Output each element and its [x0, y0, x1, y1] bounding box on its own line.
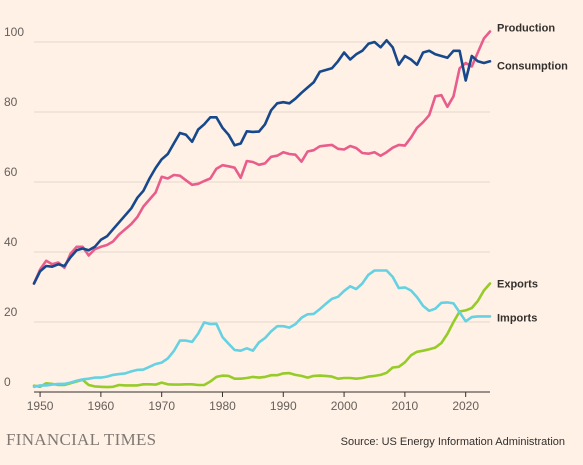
- production-label: Production: [497, 23, 555, 35]
- gridlines: [34, 41, 490, 393]
- imports-label: Imports: [497, 312, 537, 324]
- source-note: Source: US Energy Information Administra…: [340, 436, 565, 448]
- consumption-line: [32, 38, 492, 285]
- exports-line: [32, 282, 492, 389]
- x-tick-label: 1980: [209, 399, 236, 413]
- series-labels: Production Consumption Exports Imports: [497, 23, 568, 325]
- line-chart: 0 20 40 60 80 100 1950 1960 1970 1980 1990 2000 201…: [4, 23, 568, 414]
- x-tick-label: 2000: [331, 399, 358, 413]
- x-tick-label: 1950: [27, 399, 54, 413]
- y-tick-label: 80: [4, 95, 18, 109]
- y-tick-label: 0: [4, 375, 11, 389]
- x-tick-label: 1990: [270, 399, 297, 413]
- exports-label: Exports: [497, 279, 538, 291]
- x-tick-label: 2010: [392, 399, 419, 413]
- publisher-logo: FINANCIAL TIMES: [6, 430, 157, 449]
- imports-line: [32, 269, 492, 389]
- series-lines: [32, 30, 492, 389]
- y-tick-label: 100: [4, 25, 24, 39]
- y-tick-label: 20: [4, 305, 18, 319]
- y-tick-label: 60: [4, 165, 18, 179]
- x-tick-label: 2020: [452, 399, 479, 413]
- y-tick-label: 40: [4, 235, 18, 249]
- consumption-label: Consumption: [497, 60, 568, 72]
- y-axis-tick-labels: 0 20 40 60 80 100: [4, 25, 24, 389]
- production-line: [32, 30, 492, 285]
- x-tick-label: 1960: [88, 399, 115, 413]
- x-tick-label: 1970: [148, 399, 175, 413]
- x-axis-tick-labels: 1950 1960 1970 1980 1990 2000 2010 2020: [27, 392, 479, 413]
